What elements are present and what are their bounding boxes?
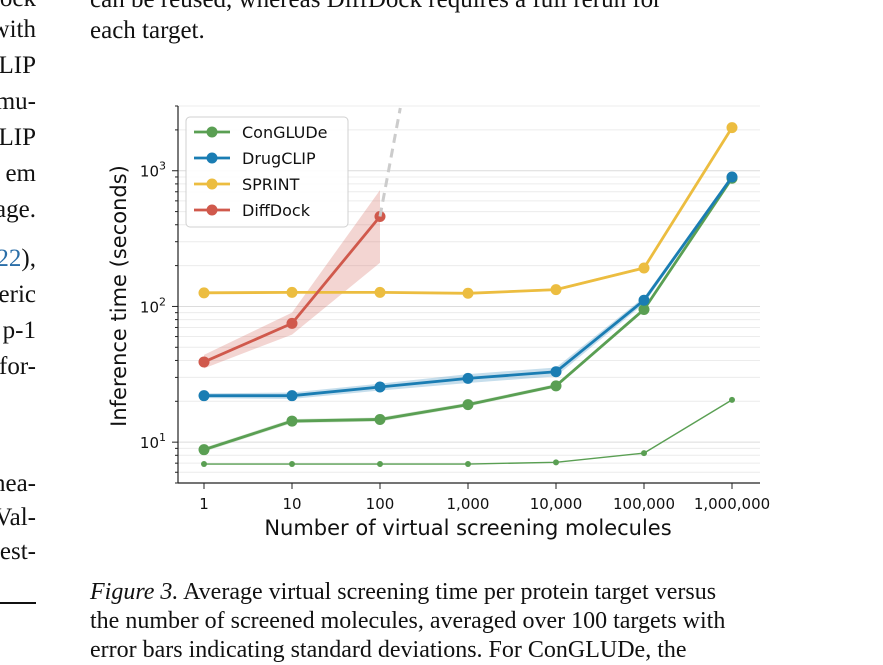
left-fragment: eric [0, 281, 36, 308]
y-tick-label: 102 [140, 295, 166, 316]
left-fragment: mu- [0, 88, 36, 115]
conglude-point [286, 415, 298, 427]
sprint-point [286, 286, 298, 298]
series-1-point [553, 459, 559, 466]
diffdock-point [286, 317, 298, 329]
sprint-point [726, 122, 738, 134]
x-tick-label: 1 [199, 495, 209, 513]
inference-time-chart: 1 10 100 1,000 10,000 100,000 1,000,000 101 102 1… [107, 105, 770, 540]
error-bands [204, 126, 732, 452]
series-5-line [378, 107, 402, 217]
drugclip-point [726, 171, 738, 183]
y-tick-label: 103 [140, 160, 166, 181]
conglude-point [462, 399, 474, 411]
caption-line-1: Figure 3. Average virtual screening time… [90, 579, 717, 605]
left-fragment: for- [0, 353, 36, 380]
body-text-line-2: each target. [90, 17, 205, 44]
caption-label: Figure 3. [90, 579, 179, 605]
left-fragment: Val- [0, 504, 36, 531]
y-axis-label: Inference time (seconds) [107, 165, 131, 427]
x-tick-label: 1,000,000 [694, 495, 770, 513]
sprint-point [462, 287, 474, 299]
axes [172, 105, 760, 489]
x-tick-label: 100,000 [613, 495, 675, 513]
sprint-point [374, 286, 386, 298]
series-1-point [729, 396, 735, 403]
drugclip-point [374, 381, 386, 393]
left-fragment: p-1 [2, 317, 36, 344]
citation-link[interactable]: 22 [0, 245, 22, 272]
drugclip-point [198, 390, 210, 402]
conglude-point [638, 303, 650, 315]
left-fragment: em [5, 160, 36, 187]
series-1-point [465, 461, 471, 468]
x-tick-label: 1,000 [447, 495, 490, 513]
x-tick-label: 10,000 [530, 495, 583, 513]
legend-box [185, 116, 349, 228]
series-1-point [289, 461, 295, 468]
left-fragment: LIP [0, 52, 36, 79]
legend-marker-conglude [206, 126, 218, 138]
left-fragment: est- [0, 538, 36, 565]
caption-line-2: the number of screened molecules, averag… [90, 608, 726, 634]
left-column-rule [0, 602, 36, 604]
drugclip-point [550, 366, 562, 378]
legend-label-conglude: ConGLUDe [242, 123, 328, 142]
conglude-point [198, 444, 210, 456]
series-1-point [641, 450, 647, 457]
grid-lines [178, 105, 760, 484]
body-text-line-1: can be reused, whereas DiffDock requires… [90, 0, 662, 15]
caption-line-3: error bars indicating standard deviation… [90, 637, 687, 663]
sprint-point [638, 262, 650, 274]
series-1-point [377, 461, 383, 468]
sprint-point [550, 284, 562, 296]
tick-labels: 1 10 100 1,000 10,000 100,000 1,000,000 101 102 1… [140, 160, 770, 513]
legend-label-sprint: SPRINT [242, 175, 300, 194]
legend-marker-sprint [206, 178, 218, 190]
legend-label-diffdock: DiffDock [242, 201, 311, 220]
left-fragment: ock [0, 0, 36, 13]
legend-marker-diffdock [206, 204, 218, 216]
y-tick-label: 101 [140, 431, 166, 452]
figure-caption: Figure 3. Average virtual screening time… [90, 578, 795, 665]
conglude-point [550, 380, 562, 392]
left-fragment: age. [0, 196, 36, 223]
diffdock-error-band [204, 190, 380, 369]
diffdock-point [198, 356, 210, 368]
left-fragment-citation: 22), [0, 245, 36, 273]
left-column-fragments: ock with LIP mu- LIP em age. 22), eric p… [0, 0, 36, 600]
conglude-point [374, 413, 386, 425]
legend: ConGLUDe DrugCLIP SPRINT DiffDock [185, 116, 349, 228]
sprint-point [198, 287, 210, 299]
left-fragment: with [0, 16, 36, 43]
series-lines [198, 107, 738, 468]
x-tick-label: 10 [282, 495, 301, 513]
x-tick-label: 100 [366, 495, 395, 513]
drugclip-point [286, 390, 298, 402]
left-fragment: nea- [0, 470, 36, 497]
legend-marker-drugclip [206, 152, 218, 164]
drugclip-point [462, 372, 474, 384]
series-1-point [201, 461, 207, 468]
drugclip-point [638, 294, 650, 306]
left-fragment: LIP [0, 124, 36, 151]
x-axis-label: Number of virtual screening molecules [264, 516, 671, 540]
legend-label-drugclip: DrugCLIP [242, 149, 316, 168]
